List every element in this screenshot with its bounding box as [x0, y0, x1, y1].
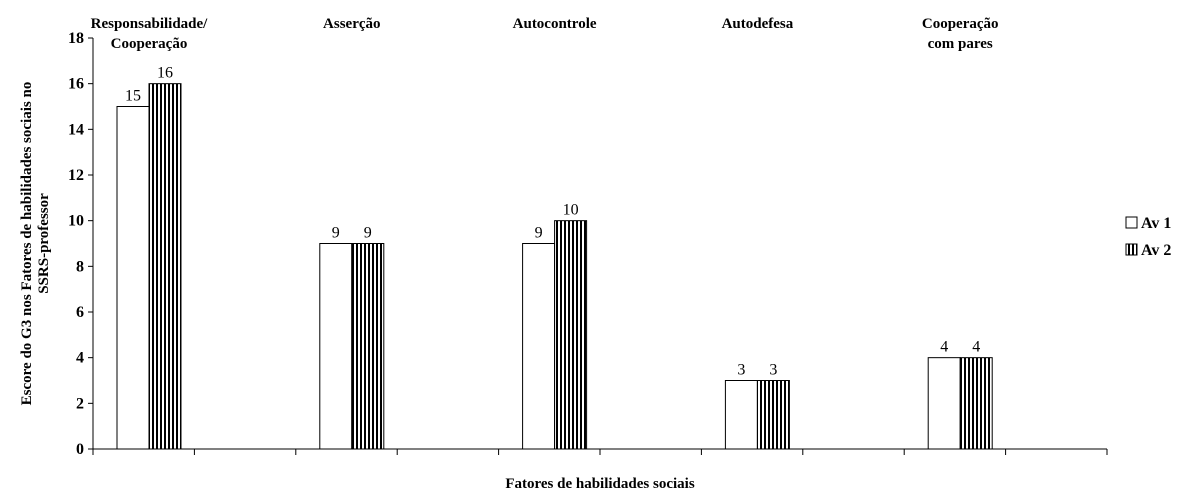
- bar-2-5: [959, 357, 993, 450]
- data-label: 16: [157, 65, 173, 82]
- legend-swatch-1: [1125, 216, 1138, 229]
- data-label: 9: [332, 225, 340, 242]
- plot-area: 0 2 4 6 8 10 12 14 16 18 15 16 Responsabilidade/Coop…: [19, 16, 1108, 492]
- y-tick-label: 16: [68, 76, 84, 93]
- y-tick-label: 18: [68, 30, 84, 47]
- data-label: 9: [364, 225, 372, 242]
- category-label: Autocontrole: [513, 16, 597, 32]
- category-label: Responsabilidade/: [91, 16, 209, 32]
- y-tick-label: 6: [76, 304, 84, 321]
- category-label: com pares: [928, 36, 993, 52]
- data-label: 10: [563, 202, 579, 219]
- y-axis-title-line: Escore do G3 nos Fatores de habilidades …: [19, 82, 35, 406]
- y-tick-label: 2: [76, 395, 84, 412]
- y-tick-label: 4: [76, 350, 84, 367]
- bar-1-3: [522, 243, 556, 450]
- bar-1-5: [927, 357, 961, 450]
- y-tick-label: 0: [76, 441, 84, 458]
- bar-2-1: [148, 83, 182, 450]
- category-label: Asserção: [323, 16, 380, 32]
- data-label: 15: [125, 88, 141, 105]
- y-axis-title-line: SSRS-professor: [36, 193, 52, 294]
- bar-1-4: [724, 380, 758, 450]
- legend-label-1: Av 1: [1141, 215, 1171, 232]
- bar-1-1: [116, 106, 150, 450]
- bar-2-3: [554, 220, 588, 450]
- y-tick-label: 8: [76, 258, 84, 275]
- y-tick-label: 10: [68, 213, 84, 230]
- legend-swatch-2: [1125, 243, 1138, 256]
- category-label: Cooperação: [922, 16, 999, 32]
- y-tick-label: 14: [68, 121, 84, 138]
- y-tick-label: 12: [68, 167, 84, 184]
- data-label: 3: [769, 362, 777, 379]
- category-label: Cooperação: [111, 36, 188, 52]
- data-label: 3: [737, 362, 745, 379]
- data-label: 9: [535, 225, 543, 242]
- bar-2-4: [756, 380, 790, 450]
- data-label: 4: [972, 339, 980, 356]
- category-label: Autodefesa: [722, 16, 794, 32]
- legend-label-2: Av 2: [1141, 242, 1171, 259]
- x-axis-title: Fatores de habilidades sociais: [505, 476, 694, 492]
- bar-2-2: [351, 243, 385, 450]
- data-label: 4: [940, 339, 948, 356]
- y-axis-title: Escore do G3 nos Fatores de habilidades …: [19, 82, 52, 406]
- bar-1-2: [319, 243, 353, 450]
- legend: Av 1 Av 2: [1125, 215, 1171, 259]
